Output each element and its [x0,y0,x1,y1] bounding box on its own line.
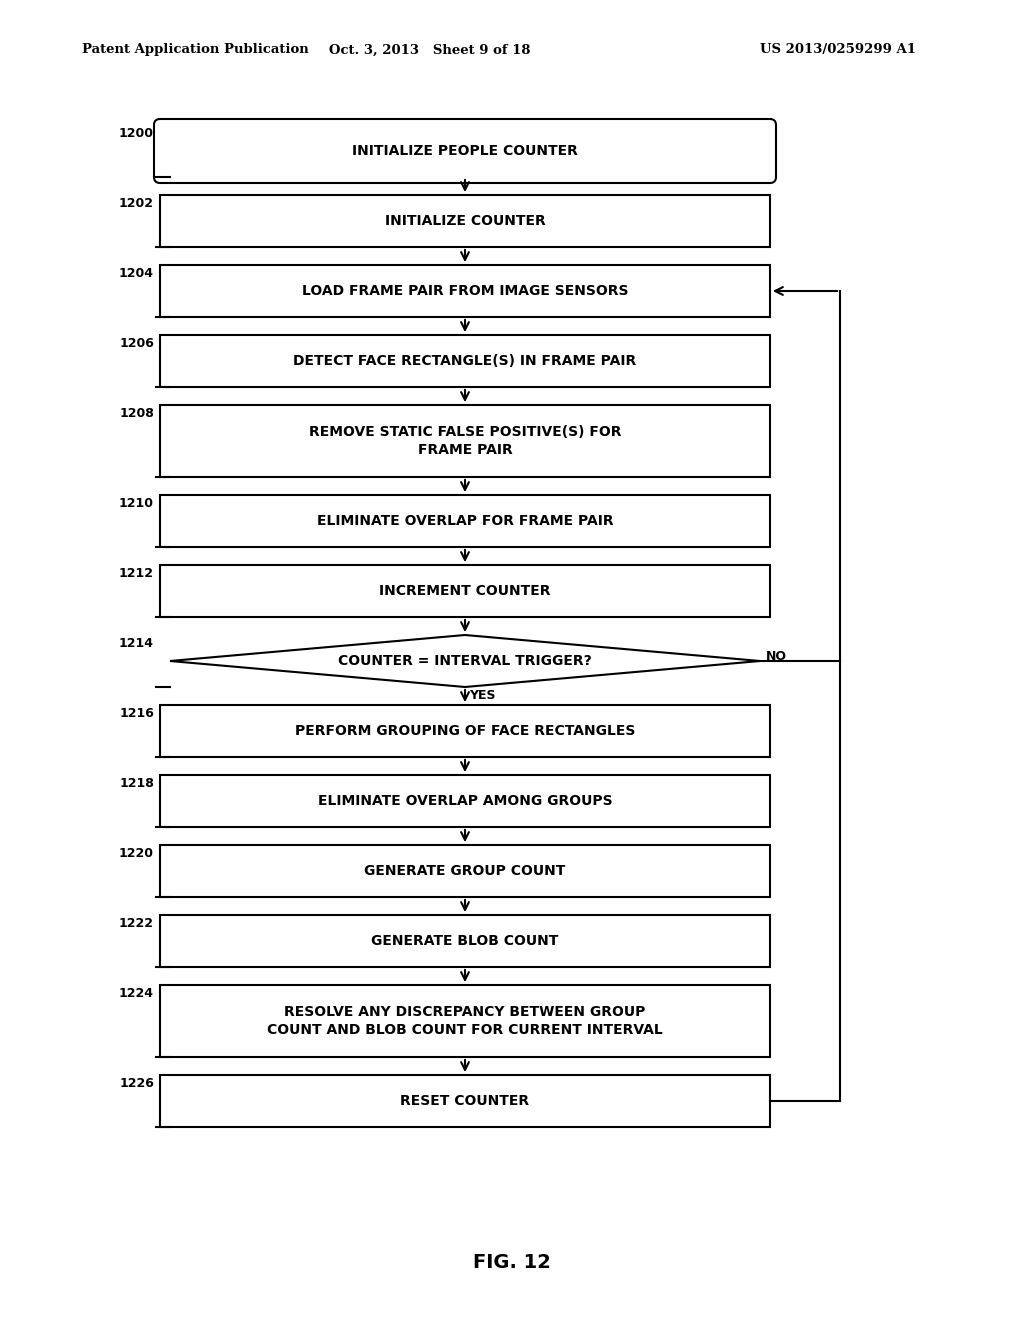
Text: 1208: 1208 [119,407,154,420]
Text: GENERATE BLOB COUNT: GENERATE BLOB COUNT [372,935,559,948]
Text: US 2013/0259299 A1: US 2013/0259299 A1 [760,44,916,57]
Bar [160,915,770,968]
Text: PERFORM GROUPING OF FACE RECTANGLES: PERFORM GROUPING OF FACE RECTANGLES [295,723,635,738]
Bar [160,405,770,477]
Text: GENERATE GROUP COUNT: GENERATE GROUP COUNT [365,865,565,878]
Text: FIG. 12: FIG. 12 [473,1253,551,1271]
Bar [160,705,770,756]
Text: 1202: 1202 [119,197,154,210]
Polygon shape [170,635,760,686]
Text: ELIMINATE OVERLAP AMONG GROUPS: ELIMINATE OVERLAP AMONG GROUPS [317,795,612,808]
Bar [160,335,770,387]
Text: 1204: 1204 [119,267,154,280]
FancyBboxPatch shape [154,119,776,183]
Text: Oct. 3, 2013   Sheet 9 of 18: Oct. 3, 2013 Sheet 9 of 18 [330,44,530,57]
Bar [160,845,770,898]
Bar [160,985,770,1057]
Text: NO: NO [766,651,787,664]
Text: LOAD FRAME PAIR FROM IMAGE SENSORS: LOAD FRAME PAIR FROM IMAGE SENSORS [302,284,629,298]
Text: 1212: 1212 [119,568,154,579]
Text: COUNTER = INTERVAL TRIGGER?: COUNTER = INTERVAL TRIGGER? [338,653,592,668]
Bar [160,495,770,546]
Text: Patent Application Publication: Patent Application Publication [82,44,309,57]
Text: 1218: 1218 [119,777,154,789]
Bar [160,1074,770,1127]
Bar [160,265,770,317]
Text: 1222: 1222 [119,917,154,931]
Text: YES: YES [469,689,496,702]
Bar [160,565,770,616]
Text: ELIMINATE OVERLAP FOR FRAME PAIR: ELIMINATE OVERLAP FOR FRAME PAIR [316,513,613,528]
Text: INCREMENT COUNTER: INCREMENT COUNTER [379,583,551,598]
Text: 1216: 1216 [119,708,154,719]
Text: 1210: 1210 [119,498,154,510]
Bar [160,775,770,828]
Bar [160,195,770,247]
Text: INITIALIZE PEOPLE COUNTER: INITIALIZE PEOPLE COUNTER [352,144,578,158]
Text: INITIALIZE COUNTER: INITIALIZE COUNTER [385,214,546,228]
Text: 1206: 1206 [119,337,154,350]
Text: 1200: 1200 [119,127,154,140]
Text: 1220: 1220 [119,847,154,861]
Text: DETECT FACE RECTANGLE(S) IN FRAME PAIR: DETECT FACE RECTANGLE(S) IN FRAME PAIR [293,354,637,368]
Text: REMOVE STATIC FALSE POSITIVE(S) FOR
FRAME PAIR: REMOVE STATIC FALSE POSITIVE(S) FOR FRAM… [309,425,622,457]
Text: RESET COUNTER: RESET COUNTER [400,1094,529,1107]
Text: 1224: 1224 [119,987,154,1001]
Text: RESOLVE ANY DISCREPANCY BETWEEN GROUP
COUNT AND BLOB COUNT FOR CURRENT INTERVAL: RESOLVE ANY DISCREPANCY BETWEEN GROUP CO… [267,1005,663,1038]
Text: 1214: 1214 [119,638,154,649]
Text: 1226: 1226 [119,1077,154,1090]
